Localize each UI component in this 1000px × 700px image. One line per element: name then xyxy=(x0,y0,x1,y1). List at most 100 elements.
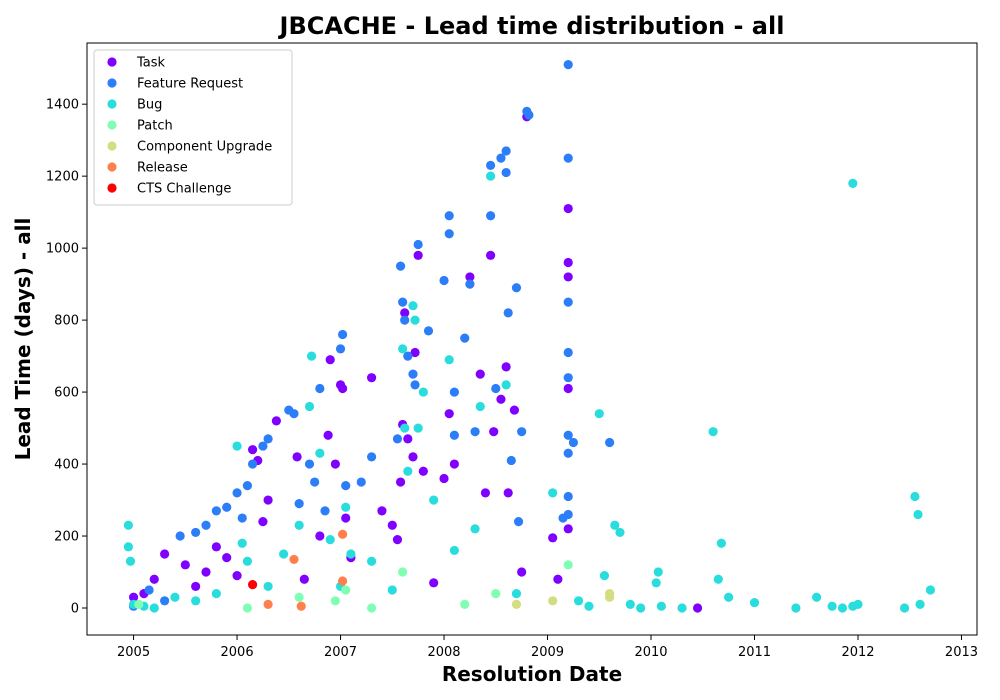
data-point xyxy=(160,549,170,559)
legend-marker xyxy=(107,78,117,88)
y-tick-label: 1200 xyxy=(46,170,79,185)
data-point xyxy=(486,160,496,170)
data-point xyxy=(310,477,320,487)
series-group xyxy=(247,580,258,590)
legend: Task Feature Request Bug Patch Component Upg… xyxy=(93,49,293,206)
data-point xyxy=(237,513,247,523)
data-point xyxy=(341,513,351,523)
data-point xyxy=(563,448,573,458)
data-point xyxy=(496,153,506,163)
data-point xyxy=(489,427,499,437)
legend-label: Task xyxy=(136,56,166,71)
data-point xyxy=(491,383,501,394)
data-point xyxy=(144,585,154,595)
y-axis-ticks: 0 200 400 600 800 1000 1200 1400 xyxy=(46,98,87,617)
series-group xyxy=(123,171,936,613)
data-point xyxy=(294,592,304,602)
data-point xyxy=(304,401,315,412)
data-point xyxy=(563,560,573,570)
data-point xyxy=(439,275,449,286)
legend-label: Release xyxy=(137,161,188,176)
data-point xyxy=(413,423,423,433)
data-point xyxy=(563,272,573,282)
series-group xyxy=(134,560,573,613)
y-tick-label: 1400 xyxy=(46,98,79,113)
data-point xyxy=(548,596,558,606)
data-point xyxy=(222,502,232,512)
data-point xyxy=(716,538,726,548)
data-point xyxy=(211,506,221,516)
data-point xyxy=(125,556,136,566)
data-point xyxy=(242,603,253,613)
chart-title: JBCACHE - Lead time distribution - all xyxy=(278,12,785,40)
data-point xyxy=(558,513,568,523)
data-point xyxy=(418,466,428,476)
data-point xyxy=(413,239,423,250)
data-point xyxy=(338,383,348,394)
x-tick-label: 2008 xyxy=(427,645,460,660)
data-point xyxy=(506,455,516,466)
data-point xyxy=(242,481,253,491)
data-point xyxy=(460,333,470,343)
data-point xyxy=(191,596,201,606)
data-point xyxy=(160,596,170,606)
data-point xyxy=(475,369,485,379)
data-point xyxy=(548,533,558,543)
data-point xyxy=(599,571,610,581)
data-point xyxy=(247,445,258,455)
data-point xyxy=(395,477,406,487)
data-point xyxy=(429,578,439,588)
data-point xyxy=(848,178,858,188)
data-point xyxy=(503,308,513,318)
data-point xyxy=(837,603,848,613)
data-point xyxy=(713,574,723,584)
data-point xyxy=(315,531,325,541)
data-point xyxy=(304,459,315,469)
data-point xyxy=(325,535,335,545)
data-point xyxy=(449,387,459,397)
data-point xyxy=(418,387,428,397)
y-tick-label: 1000 xyxy=(46,242,79,257)
data-point xyxy=(410,380,420,390)
x-tick-label: 2005 xyxy=(117,645,150,660)
legend-marker xyxy=(107,120,117,130)
data-point xyxy=(548,488,558,498)
data-point xyxy=(651,578,661,588)
data-point xyxy=(263,434,273,444)
data-point xyxy=(573,596,584,606)
legend-marker xyxy=(107,57,117,67)
data-point xyxy=(708,427,718,437)
data-point xyxy=(625,599,635,610)
data-point xyxy=(486,171,496,181)
y-axis-label: Lead Time (days) - all xyxy=(11,218,35,461)
legend-box xyxy=(93,49,293,206)
data-point xyxy=(398,344,408,354)
data-point xyxy=(400,315,410,325)
data-point xyxy=(123,542,133,552)
data-point xyxy=(501,167,511,178)
data-point xyxy=(853,599,863,610)
x-tick-label: 2012 xyxy=(841,645,874,660)
data-point xyxy=(692,603,703,613)
data-point xyxy=(413,250,423,260)
data-point xyxy=(449,459,459,469)
data-point xyxy=(398,567,408,577)
data-point xyxy=(449,430,459,440)
data-point xyxy=(410,315,420,325)
legend-marker xyxy=(107,99,117,109)
data-point xyxy=(610,520,620,530)
data-point xyxy=(289,409,299,419)
data-point xyxy=(449,545,459,556)
data-point xyxy=(509,405,520,415)
data-point xyxy=(563,524,573,534)
data-point xyxy=(201,520,211,530)
legend-label: Bug xyxy=(137,98,162,113)
data-point xyxy=(791,603,801,613)
data-point xyxy=(910,491,920,502)
data-point xyxy=(496,394,506,404)
data-point xyxy=(511,599,522,610)
data-point xyxy=(258,441,268,451)
data-point xyxy=(444,355,454,365)
data-point xyxy=(501,146,511,156)
